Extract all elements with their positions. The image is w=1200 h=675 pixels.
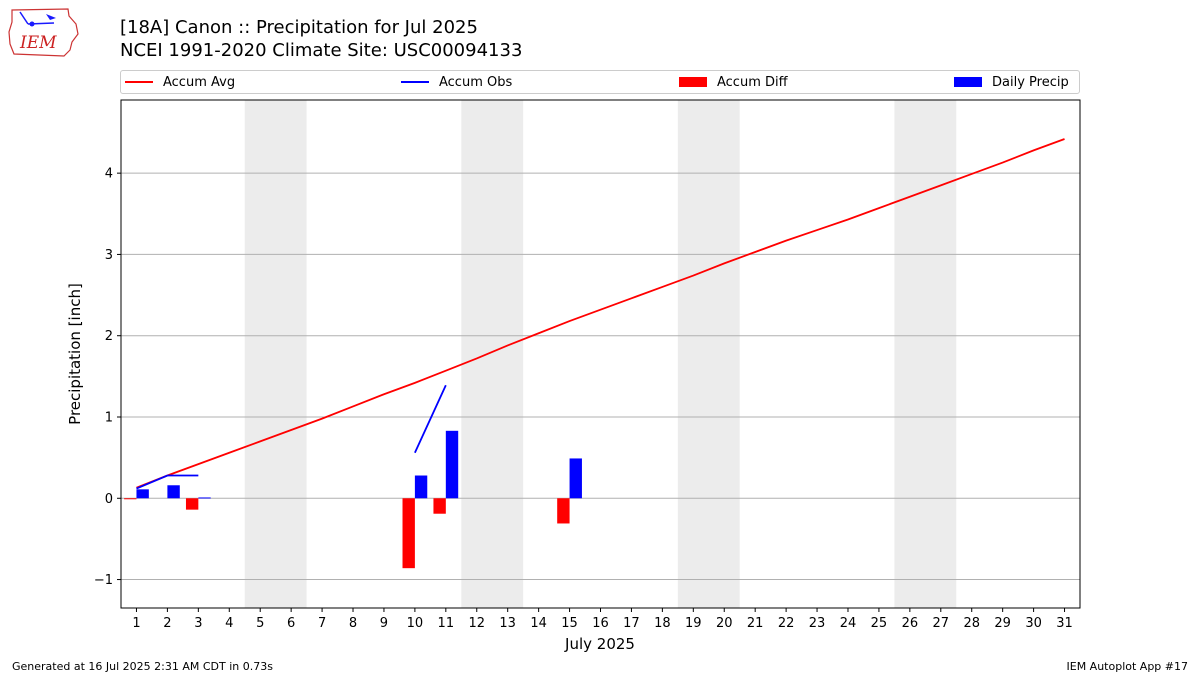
weekend-band (677, 100, 740, 608)
legend-label: Accum Obs (439, 74, 513, 90)
y-axis-label: Precipitation [inch] (66, 283, 84, 425)
x-tick-label: 15 (561, 616, 578, 631)
daily-precip-bar (167, 485, 180, 499)
x-tick-label: 14 (530, 616, 547, 631)
y-tick-label: 0 (105, 492, 113, 507)
x-tick-label: 3 (194, 616, 202, 631)
daily-precip-bar (198, 497, 211, 499)
accum-diff-bar (124, 498, 137, 500)
y-tick-label: 2 (105, 329, 113, 344)
legend-swatch-daily-precip (954, 77, 982, 87)
weekend-band (894, 100, 957, 608)
x-tick-label: 29 (994, 616, 1011, 631)
x-tick-label: 10 (407, 616, 424, 631)
accum-avg-line (136, 138, 1065, 489)
iem-logo: IEM (8, 8, 79, 57)
weekend-band (244, 100, 307, 608)
x-tick-label: 12 (468, 616, 485, 631)
y-tick-label: −1 (94, 573, 113, 588)
x-tick-label: 18 (654, 616, 671, 631)
legend-item-accum-avg: Accum Avg (125, 71, 235, 93)
accum-obs-line (136, 474, 199, 490)
x-tick-label: 30 (1025, 616, 1042, 631)
accum-diff-bar (185, 498, 199, 510)
legend-label: Daily Precip (992, 74, 1069, 90)
logo-text: IEM (19, 33, 57, 53)
legend: Accum Avg Accum Obs Accum Diff Daily Pre… (120, 70, 1080, 94)
x-tick-label: 23 (809, 616, 826, 631)
x-tick-label: 5 (256, 616, 264, 631)
x-tick-label: 8 (349, 616, 357, 631)
chart-subtitle: NCEI 1991-2020 Climate Site: USC00094133 (120, 40, 523, 61)
accum-diff-bar (433, 498, 446, 514)
legend-swatch-accum-avg (125, 81, 153, 83)
x-axis-label: July 2025 (564, 635, 635, 653)
x-tick-label: 9 (380, 616, 388, 631)
legend-label: Accum Diff (717, 74, 788, 90)
x-tick-label: 27 (933, 616, 950, 631)
x-tick-label: 6 (287, 616, 295, 631)
accum-diff-bar (557, 498, 570, 524)
x-tick-label: 22 (778, 616, 795, 631)
x-tick-label: 31 (1056, 616, 1073, 631)
y-tick-label: 4 (105, 167, 113, 182)
legend-item-accum-obs: Accum Obs (401, 71, 512, 93)
app-credit: IEM Autoplot App #17 (1066, 660, 1189, 673)
x-tick-label: 28 (963, 616, 980, 631)
x-tick-label: 17 (623, 616, 640, 631)
generated-timestamp: Generated at 16 Jul 2025 2:31 AM CDT in … (12, 660, 273, 673)
legend-label: Accum Avg (163, 74, 236, 90)
weekend-band (461, 100, 524, 608)
daily-precip-bar (136, 489, 149, 499)
legend-swatch-accum-obs (401, 81, 429, 83)
accum-obs-line (414, 384, 447, 454)
legend-item-daily-precip: Daily Precip (954, 71, 1069, 93)
x-tick-label: 13 (499, 616, 516, 631)
x-tick-label: 16 (592, 616, 609, 631)
x-tick-label: 2 (163, 616, 171, 631)
legend-item-accum-diff: Accum Diff (679, 71, 788, 93)
x-tick-label: 4 (225, 616, 233, 631)
chart-title: [18A] Canon :: Precipitation for Jul 202… (120, 17, 478, 38)
y-tick-label: 1 (105, 410, 113, 425)
legend-swatch-accum-diff (679, 77, 707, 87)
accum-diff-bar (402, 498, 415, 569)
x-tick-label: 1 (132, 616, 140, 631)
x-tick-label: 20 (716, 616, 733, 631)
x-tick-label: 19 (685, 616, 702, 631)
x-tick-label: 21 (747, 616, 764, 631)
x-tick-label: 11 (438, 616, 455, 631)
daily-precip-bar (569, 458, 582, 499)
x-tick-label: 24 (840, 616, 857, 631)
x-tick-label: 25 (871, 616, 888, 631)
x-tick-label: 26 (902, 616, 919, 631)
y-tick-label: 3 (105, 248, 113, 263)
daily-precip-bar (445, 430, 459, 499)
daily-precip-bar (414, 475, 428, 499)
x-tick-label: 7 (318, 616, 326, 631)
